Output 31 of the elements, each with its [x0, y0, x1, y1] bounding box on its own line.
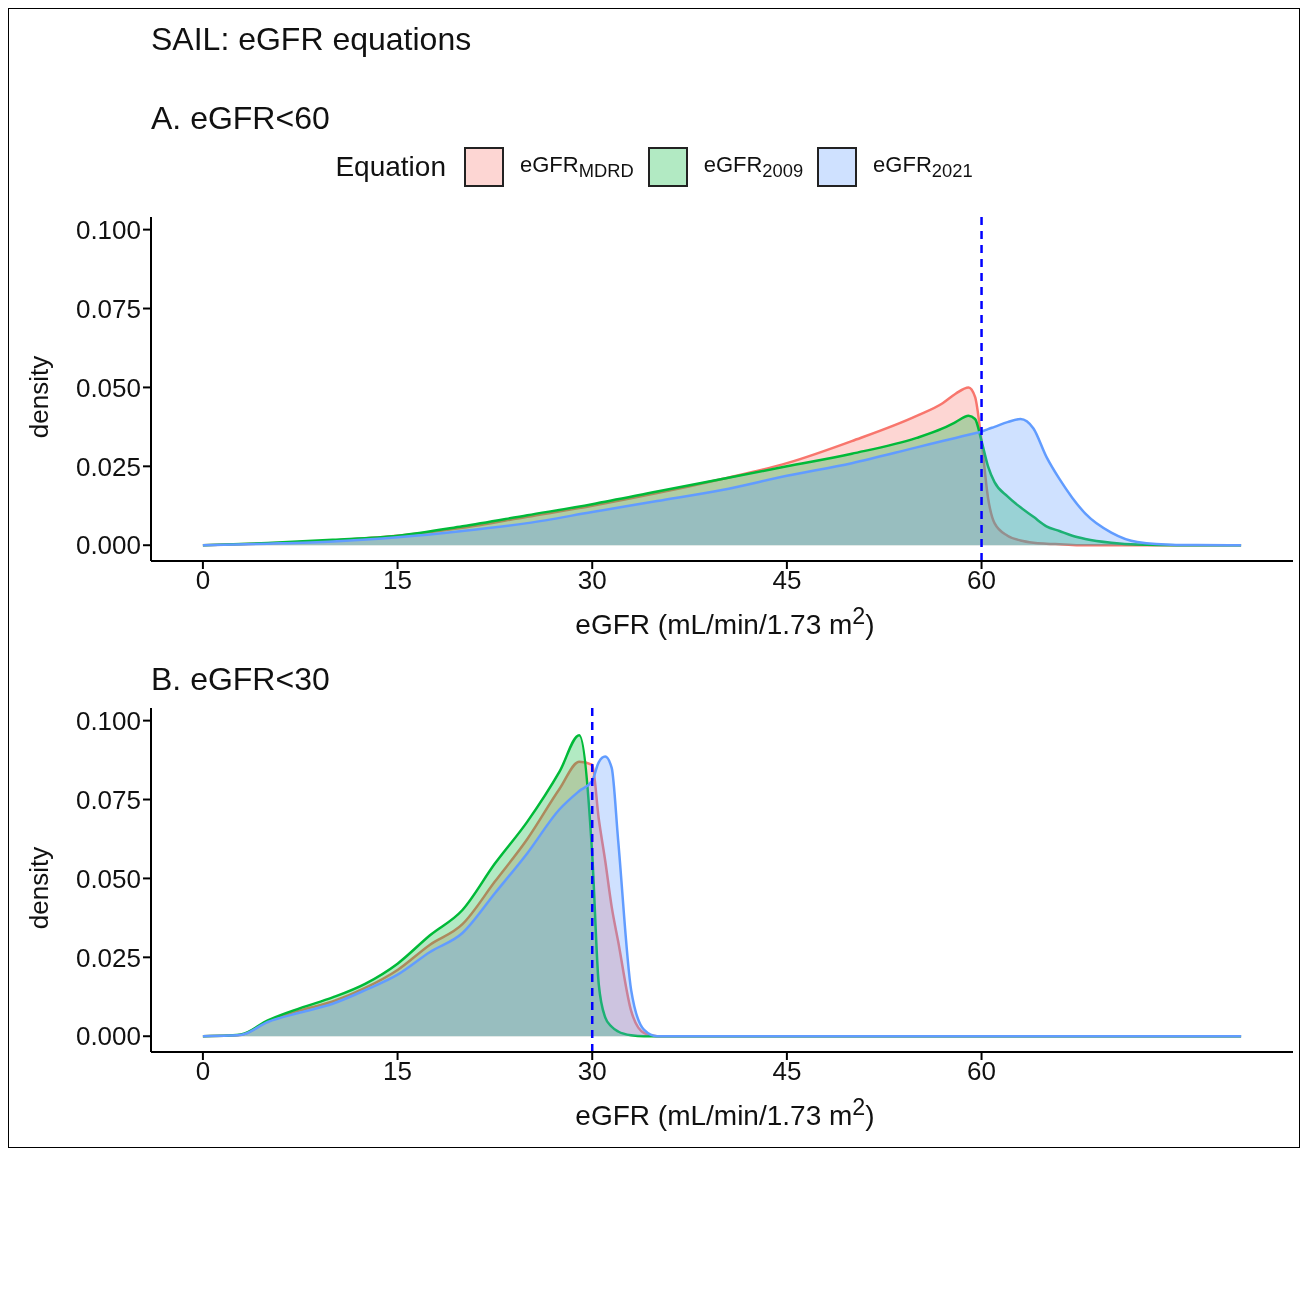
y-axis-title: density — [23, 847, 55, 930]
chart-title: B. eGFR<30 — [151, 661, 331, 699]
y-tick-label: 0.075 — [75, 785, 141, 816]
x-tick-label: 45 — [772, 565, 802, 596]
y-axis-title: density — [23, 355, 55, 439]
x-tick-label: 0 — [195, 1056, 211, 1087]
x-axis-title: eGFR (mL/min/1.73 m$^{2}$) — [574, 1094, 876, 1133]
x-tick-label: 30 — [577, 1056, 607, 1087]
legend-label: eGFR$_{MDRD}$ — [519, 151, 634, 183]
x-tick-label: 60 — [967, 1056, 997, 1087]
legend-label: eGFR$_{2021}$ — [873, 151, 973, 183]
y-tick-label: 0.075 — [75, 293, 141, 324]
x-tick-label: 30 — [577, 565, 607, 596]
x-tick-label: 15 — [383, 1056, 413, 1087]
chart-title: SAIL: eGFR equations — [151, 21, 473, 58]
legend-title: Equation — [335, 151, 446, 183]
y-tick-label: 0.025 — [75, 451, 141, 482]
y-tick-label: 0.000 — [75, 530, 141, 561]
x-tick-label: 60 — [967, 565, 997, 596]
x-tick-label: 45 — [772, 1056, 802, 1087]
y-tick-label: 0.050 — [75, 372, 141, 403]
y-tick-label: 0.100 — [75, 214, 141, 245]
x-tick-label: 0 — [195, 565, 211, 596]
y-tick-label: 0.100 — [75, 706, 141, 737]
chart-subtitle: A. eGFR<60 — [151, 100, 331, 137]
x-axis-title: eGFR (mL/min/1.73 m$^{2}$) — [574, 603, 876, 642]
y-tick-label: 0.025 — [75, 942, 141, 973]
x-tick-label: 15 — [383, 565, 413, 596]
y-tick-label: 0.050 — [75, 863, 141, 894]
legend-label: eGFR$_{2009}$ — [703, 151, 804, 183]
y-tick-label: 0.000 — [75, 1021, 141, 1052]
